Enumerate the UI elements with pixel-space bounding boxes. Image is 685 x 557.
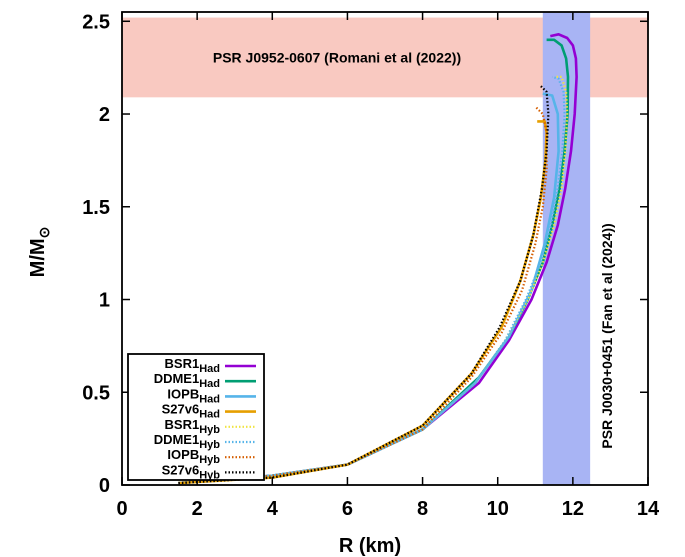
y-tick-label: 0: [99, 475, 110, 497]
x-axis-label: R (km): [339, 535, 401, 557]
constraint-bands: [122, 12, 648, 485]
y-axis-label: M/M⊙: [27, 227, 52, 278]
x-tick-label: 4: [267, 498, 279, 520]
legend-box: [127, 353, 265, 481]
y-tick-label: 1.5: [82, 197, 110, 219]
legend-entry: IOPBHyb: [167, 447, 220, 466]
y-tick-label: 2.5: [82, 11, 110, 33]
legend-entry: DDME1Had: [154, 371, 220, 390]
legend: BSR1HadDDME1HadIOPBHadS27v6HadBSR1HybDDM…: [127, 353, 265, 481]
legend-entry: DDME1Hyb: [154, 432, 221, 451]
y-axis-label-main: M/M: [27, 238, 49, 277]
legend-entry: IOPBHad: [167, 386, 220, 405]
band-labels: PSR J0952-0607 (Romani et al (2022)) PSR …: [213, 49, 615, 448]
series-line-bsr1-hyb: [178, 75, 569, 485]
legend-entry: BSR1Hyb: [165, 417, 221, 436]
y-axis-label-sub: ⊙: [36, 227, 52, 239]
x-tick-label: 10: [487, 498, 509, 520]
y-tick-label: 2: [99, 104, 110, 126]
x-tick-label: 2: [192, 498, 203, 520]
legend-entry: BSR1Had: [165, 356, 220, 375]
band-horizontal-label: PSR J0952-0607 (Romani et al (2022)): [213, 49, 461, 65]
series-line-s27v6-hyb: [178, 85, 550, 485]
x-tick-label: 8: [417, 498, 428, 520]
axes: 0 2 4 6 8 10 12 14 0 0.5 1 1.5 2 2.5: [82, 11, 660, 520]
legend-entry: S27v6Had: [162, 402, 220, 421]
x-tick-label: 14: [637, 498, 660, 520]
y-tick-label: 1: [99, 290, 110, 312]
series-lines: [178, 32, 578, 485]
y-tick-label: 0.5: [82, 382, 110, 404]
x-tick-label: 6: [342, 498, 353, 520]
series-line-ddme1-hyb: [178, 75, 566, 485]
legend-entry: S27v6Hyb: [162, 462, 221, 481]
x-tick-label: 12: [562, 498, 584, 520]
plot-frame: [121, 11, 649, 486]
x-tick-label: 0: [116, 498, 127, 520]
band-vertical-label: PSR J0030+0451 (Fan et al (2024)): [599, 223, 615, 448]
series-line-iopb-hyb: [178, 105, 548, 485]
